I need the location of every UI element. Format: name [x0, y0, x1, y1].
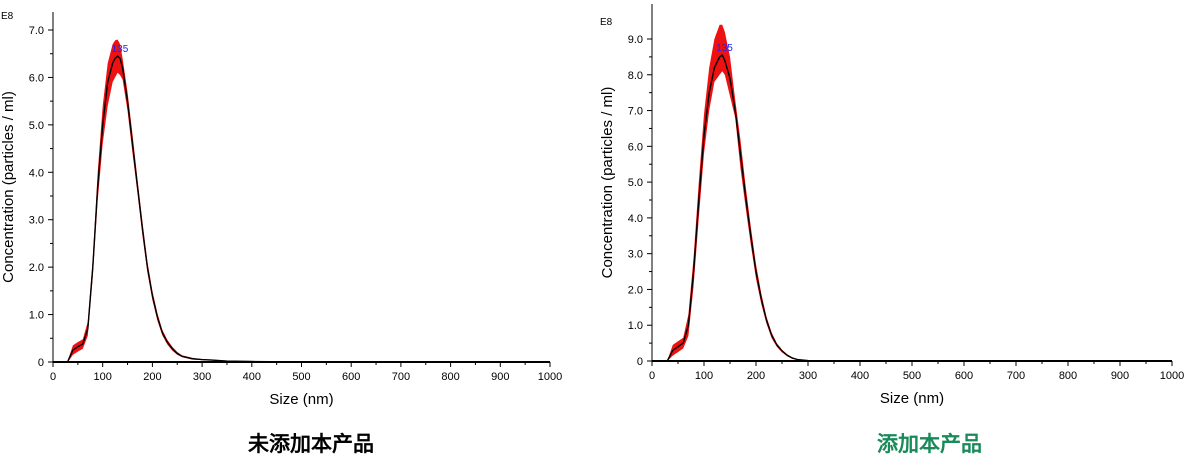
y-tick-label: 8.0: [628, 70, 643, 82]
x-tick-label: 100: [94, 371, 112, 383]
y-tick-label: 3.0: [29, 215, 44, 227]
caption-right: 添加本产品: [877, 432, 982, 456]
x-tick-label: 500: [903, 370, 921, 382]
x-tick-label: 800: [1059, 370, 1077, 382]
x-tick-label: 600: [342, 371, 360, 383]
y-tick-label: 3.0: [628, 249, 643, 261]
y-tick-label: 1.0: [628, 320, 643, 332]
y-multiplier: E8: [600, 17, 613, 28]
x-tick-label: 700: [392, 371, 410, 383]
x-tick-label: 800: [441, 371, 459, 383]
x-tick-label: 600: [955, 370, 973, 382]
y-tick-label: 4.0: [628, 213, 643, 225]
x-tick-label: 700: [1007, 370, 1025, 382]
y-tick-label: 2.0: [29, 262, 44, 274]
x-tick-label: 900: [1111, 370, 1129, 382]
y-tick-label: 6.0: [628, 141, 643, 153]
x-tick-label: 1000: [1160, 370, 1184, 382]
x-tick-label: 0: [50, 371, 56, 383]
error-band: [667, 24, 1172, 361]
x-tick-label: 300: [799, 370, 817, 382]
x-tick-label: 300: [193, 371, 211, 383]
x-tick-label: 400: [851, 370, 869, 382]
y-axis-title: Concentration (particles / ml): [0, 91, 17, 283]
error-band: [67, 39, 551, 362]
chart-left: 0 100 200 300 400 500 600 700 800 900 1000 0 1.0 2.0 3…: [0, 11, 562, 408]
x-tick-label: 100: [695, 370, 713, 382]
x-tick-label: 500: [292, 371, 310, 383]
caption-left: 未添加本产品: [248, 432, 374, 456]
x-tick-label: 900: [491, 371, 509, 383]
y-tick-label: 7.0: [29, 25, 44, 37]
chart-right: 0 100 200 300 400 500 600 700 800 900 1000 0 1.0 2.0 3…: [599, 4, 1184, 407]
y-tick-label: 0: [637, 356, 643, 368]
y-axis-title: Concentration (particles / ml): [599, 87, 616, 279]
y-tick-label: 0: [38, 357, 44, 369]
peak-label: 135: [112, 44, 129, 55]
mean-curve: [666, 54, 1172, 362]
mean-curve: [67, 55, 550, 363]
x-axis-title: Size (nm): [269, 391, 333, 408]
y-multiplier: E8: [1, 11, 14, 22]
y-tick-label: 4.0: [29, 167, 44, 179]
x-tick-label: 1000: [538, 371, 562, 383]
y-tick-label: 1.0: [29, 310, 44, 322]
y-tick-label: 5.0: [628, 177, 643, 189]
x-tick-label: 400: [243, 371, 261, 383]
x-tick-label: 200: [747, 370, 765, 382]
y-tick-label: 6.0: [29, 72, 44, 84]
x-axis-title: Size (nm): [880, 390, 944, 407]
y-tick-label: 5.0: [29, 120, 44, 132]
y-tick-label: 7.0: [628, 106, 643, 118]
peak-label: 135: [716, 43, 733, 54]
x-tick-label: 200: [143, 371, 161, 383]
x-tick-label: 0: [649, 370, 655, 382]
y-tick-label: 9.0: [628, 34, 643, 46]
y-tick-label: 2.0: [628, 284, 643, 296]
